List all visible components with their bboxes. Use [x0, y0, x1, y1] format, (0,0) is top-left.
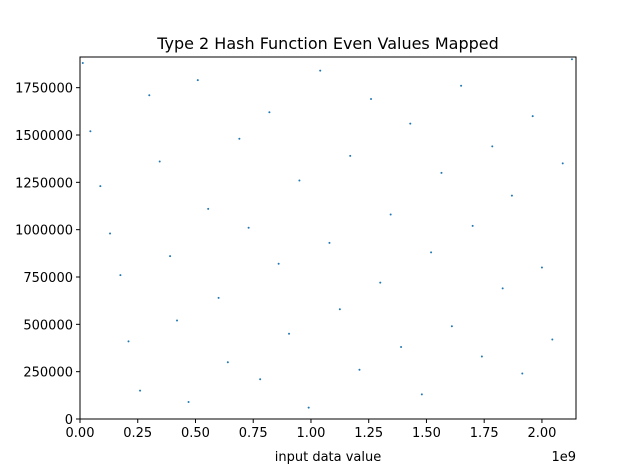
data-point [379, 281, 382, 284]
data-point [307, 406, 310, 409]
y-tick-label: 1000000 [15, 224, 73, 239]
data-point [540, 266, 543, 269]
x-tick-label: 0.75 [239, 426, 268, 441]
data-point [176, 319, 179, 322]
data-point [247, 226, 250, 229]
data-point [430, 251, 433, 254]
y-tick-label: 1500000 [15, 129, 73, 144]
data-point [328, 241, 331, 244]
data-point [338, 308, 341, 311]
data-point [491, 145, 494, 148]
data-point [139, 389, 142, 392]
data-point [238, 137, 241, 140]
data-point [450, 325, 453, 328]
data-point [389, 213, 392, 216]
data-point [460, 84, 463, 87]
y-tick-label: 750000 [23, 271, 73, 286]
x-tick-label: 0.50 [181, 426, 210, 441]
data-point [196, 79, 199, 82]
data-point [217, 296, 220, 299]
data-point [127, 340, 130, 343]
data-point [158, 160, 161, 163]
data-point [440, 171, 443, 174]
y-tick-label: 500000 [23, 318, 73, 333]
data-point [420, 393, 423, 396]
y-tick-label: 1250000 [15, 176, 73, 191]
data-point [99, 185, 102, 188]
data-point [400, 346, 403, 349]
x-axis-offset-text: 1e9 [551, 450, 576, 465]
scatter-points [81, 58, 573, 409]
data-point [349, 154, 352, 157]
x-axis-ticks: 0.00 0.25 0.50 0.75 1.00 1.25 1.50 1.75 2.00 [66, 419, 556, 441]
data-point [561, 162, 564, 165]
y-tick-label: 250000 [23, 366, 73, 381]
x-tick-label: 0.25 [123, 426, 152, 441]
data-point [259, 378, 262, 381]
data-point [480, 355, 483, 358]
data-point [288, 332, 291, 335]
data-point [319, 69, 322, 72]
data-point [570, 58, 573, 61]
y-tick-label: 0 [65, 413, 73, 428]
data-point [370, 98, 373, 101]
data-point [531, 115, 534, 118]
x-axis-label: input data value [275, 450, 382, 465]
data-point [501, 287, 504, 290]
data-point [226, 361, 229, 364]
x-tick-label: 1.25 [354, 426, 383, 441]
data-point [551, 338, 554, 341]
data-point [471, 224, 474, 227]
x-tick-label: 2.00 [527, 426, 556, 441]
chart-title: Type 2 Hash Function Even Values Mapped [156, 34, 499, 53]
data-point [277, 262, 280, 265]
y-axis-ticks: 0 250000 500000 750000 1000000 1250000 1500000… [15, 82, 80, 428]
data-point [521, 372, 524, 375]
data-point [409, 122, 412, 125]
x-tick-label: 1.50 [412, 426, 441, 441]
data-point [187, 400, 190, 403]
x-tick-label: 1.75 [470, 426, 499, 441]
data-point [268, 111, 271, 114]
data-point [148, 94, 151, 97]
y-tick-label: 1750000 [15, 82, 73, 97]
data-point [510, 194, 513, 197]
data-point [119, 274, 122, 277]
data-point [89, 130, 92, 133]
data-point [207, 207, 210, 210]
x-tick-label: 1.00 [296, 426, 325, 441]
data-point [169, 255, 172, 258]
plot-frame [79, 56, 577, 420]
x-tick-label: 0.00 [66, 426, 95, 441]
data-point [109, 232, 112, 235]
data-point [358, 368, 361, 371]
data-point [298, 179, 301, 182]
data-point [81, 62, 84, 65]
